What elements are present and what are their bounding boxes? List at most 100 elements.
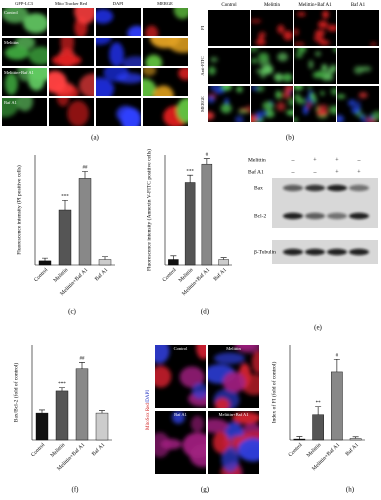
cell [57, 98, 70, 107]
micrograph [251, 10, 293, 46]
blobs [370, 41, 377, 46]
column-header: Control [221, 3, 237, 8]
blobs [155, 411, 206, 468]
image-label: Control [174, 346, 189, 351]
cell [234, 345, 257, 351]
micrograph-bg [208, 10, 250, 46]
band [283, 184, 303, 192]
cell [337, 94, 346, 99]
cell [74, 8, 94, 24]
error-bar [62, 200, 68, 210]
row-label: Anti-FITC [200, 56, 205, 75]
sign: – [357, 157, 362, 163]
bar [349, 438, 362, 441]
micrograph [208, 345, 259, 408]
blobs [96, 68, 141, 96]
sign: + [335, 157, 339, 163]
cell [347, 99, 357, 107]
cell [210, 56, 218, 63]
micrograph [294, 86, 336, 122]
cell [60, 38, 75, 56]
micrograph [2, 98, 47, 126]
cell [294, 28, 299, 36]
error-bar [315, 406, 322, 415]
blobs [294, 10, 336, 46]
band-label: β-Tubulin [254, 249, 276, 255]
cell [275, 90, 282, 99]
cell [109, 42, 124, 66]
band [327, 212, 347, 220]
sign: + [335, 169, 339, 175]
cell [333, 48, 336, 53]
micrograph [337, 10, 379, 46]
band [305, 248, 325, 256]
bar [312, 414, 324, 441]
band [349, 212, 369, 220]
bar [78, 178, 92, 266]
cell [316, 109, 328, 116]
cell [96, 77, 114, 96]
bar [58, 209, 72, 266]
cell [330, 87, 336, 96]
blobs [251, 86, 293, 122]
bar [98, 259, 112, 266]
cell [28, 46, 47, 65]
blobs [337, 92, 379, 122]
micrograph-bg [208, 86, 250, 122]
blobs [4, 38, 47, 65]
cell [2, 98, 19, 118]
cell [173, 8, 188, 20]
error-bar [42, 257, 48, 261]
cell [178, 68, 188, 80]
x-tick-label: Baf A1 [90, 441, 106, 457]
cell [307, 101, 312, 110]
panel-label: (g) [201, 486, 210, 494]
cell [320, 91, 325, 96]
column-header: Melittin [264, 3, 281, 8]
micrograph [96, 38, 141, 66]
blobs [155, 345, 206, 407]
blobs [74, 8, 94, 36]
cell [122, 56, 141, 66]
x-tick-label: Melittin [50, 442, 67, 459]
cell [79, 73, 94, 96]
micrograph [2, 38, 47, 66]
cell [160, 438, 182, 450]
micrograph [294, 10, 336, 46]
treatment-label: Baf A1 [248, 168, 264, 175]
micrograph [251, 48, 293, 84]
cell [153, 85, 174, 96]
cell [4, 72, 18, 95]
blobs [208, 345, 259, 408]
cell [315, 51, 321, 57]
significance: # [336, 353, 339, 358]
row-label: Melittin [4, 40, 19, 45]
treatment-label: Melittin [248, 157, 266, 163]
cell [360, 114, 366, 121]
cell [27, 68, 45, 91]
bar [218, 259, 229, 266]
cell [296, 48, 305, 54]
stain-blue: /DAPI [146, 390, 151, 403]
blobs [208, 56, 218, 76]
cell [196, 345, 206, 360]
cell [295, 52, 303, 58]
cell [294, 41, 306, 46]
cell [314, 70, 326, 79]
cell [96, 38, 112, 45]
micrograph [155, 345, 206, 408]
cell [214, 397, 230, 408]
error-bar [82, 171, 88, 179]
cell [286, 109, 293, 116]
row-label: MERGE [200, 96, 205, 112]
blobs [2, 8, 47, 34]
cell [321, 64, 328, 72]
cell [127, 25, 141, 36]
cell [313, 33, 324, 43]
blobs [116, 105, 141, 126]
cell [282, 73, 293, 82]
error-bar [79, 362, 85, 369]
micrograph [2, 68, 47, 96]
cell [155, 365, 172, 388]
band [327, 248, 347, 256]
